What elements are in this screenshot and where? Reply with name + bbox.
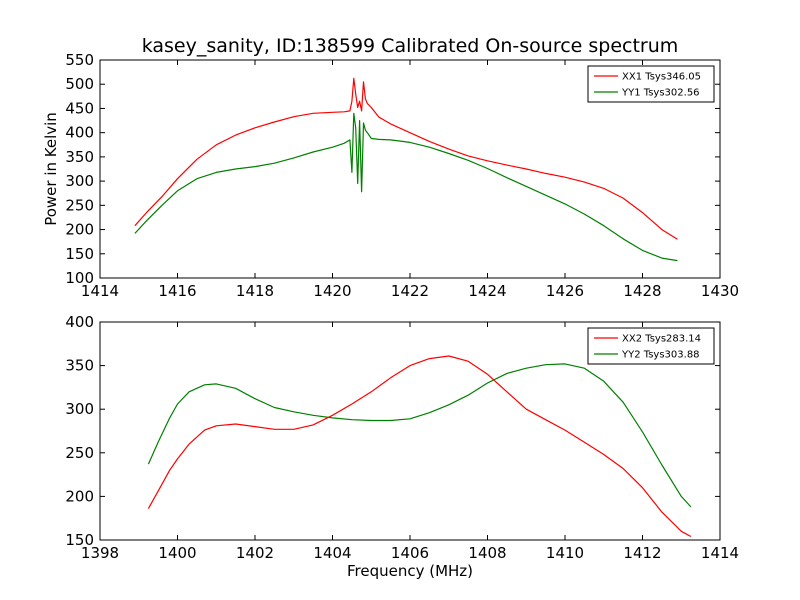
- top-x-tick-label: 1418: [236, 282, 274, 300]
- bottom-x-tick-label: 1406: [391, 544, 429, 562]
- top-x-tick-label: 1420: [313, 282, 351, 300]
- bottom-x-axis-label: Frequency (MHz): [347, 562, 473, 580]
- top-legend-label-2: YY1 Tsys302.56: [621, 88, 700, 99]
- bottom-legend: XX2 Tsys283.14 YY2 Tsys303.88: [587, 327, 715, 365]
- bottom-x-tick-label: 1414: [701, 544, 739, 562]
- top-x-tick-label: 1424: [468, 282, 506, 300]
- bottom-y-tick-label: 300: [65, 400, 94, 418]
- top-y-axis-label: Power in Kelvin: [42, 112, 60, 226]
- bottom-x-tick-label: 1398: [81, 544, 119, 562]
- bottom-x-tick-label: 1408: [468, 544, 506, 562]
- bottom-x-tick-label: 1402: [236, 544, 274, 562]
- top-y-tick-label: 400: [65, 124, 94, 142]
- bottom-series-line-2: [147, 363, 692, 508]
- top-y-tick-label: 550: [65, 51, 94, 69]
- top-axes: 1414 1416 1418 1420 1422 1424 1426 1428 1430 100 1…: [42, 51, 739, 300]
- top-x-tick-label: 1426: [546, 282, 584, 300]
- bottom-series-line-1: [147, 355, 692, 538]
- chart-title: kasey_sanity, ID:138599 Calibrated On-so…: [142, 35, 679, 57]
- top-legend: XX1 Tsys346.05 YY1 Tsys302.56: [587, 65, 715, 103]
- top-y-tick-label: 200: [65, 221, 94, 239]
- top-y-tick-label: 150: [65, 245, 94, 263]
- bottom-x-tick-label: 1400: [158, 544, 196, 562]
- bottom-y-tick-label: 200: [65, 487, 94, 505]
- top-y-tick-label: 100: [65, 269, 94, 287]
- top-y-tick-label: 250: [65, 196, 94, 214]
- bottom-legend-label-2: YY2 Tsys303.88: [621, 350, 700, 361]
- bottom-axes: 1398 1400 1402 1404 1406 1408 1410 1412 1414 150 2…: [65, 313, 739, 580]
- bottom-x-tick-label: 1404: [313, 544, 351, 562]
- bottom-x-tick-label: 1410: [546, 544, 584, 562]
- top-legend-box: [587, 65, 715, 103]
- top-legend-label-1: XX1 Tsys346.05: [622, 72, 701, 83]
- top-series-line-2: [134, 112, 678, 262]
- top-x-tick-label: 1416: [158, 282, 196, 300]
- bottom-x-tick-label: 1412: [623, 544, 661, 562]
- top-series-line-1: [134, 77, 678, 240]
- bottom-legend-label-1: XX2 Tsys283.14: [622, 334, 701, 345]
- bottom-legend-box: [587, 327, 715, 365]
- top-y-tick-label: 300: [65, 172, 94, 190]
- top-x-tick-label: 1422: [391, 282, 429, 300]
- top-x-tick-label: 1414: [81, 282, 119, 300]
- top-y-tick-label: 450: [65, 99, 94, 117]
- bottom-y-tick-label: 350: [65, 357, 94, 375]
- top-x-tick-label: 1430: [701, 282, 739, 300]
- top-y-tick-label: 350: [65, 148, 94, 166]
- top-x-tick-label: 1428: [623, 282, 661, 300]
- bottom-y-tick-label: 250: [65, 444, 94, 462]
- top-y-tick-label: 500: [65, 75, 94, 93]
- bottom-y-tick-label: 400: [65, 313, 94, 331]
- bottom-y-tick-label: 150: [65, 531, 94, 549]
